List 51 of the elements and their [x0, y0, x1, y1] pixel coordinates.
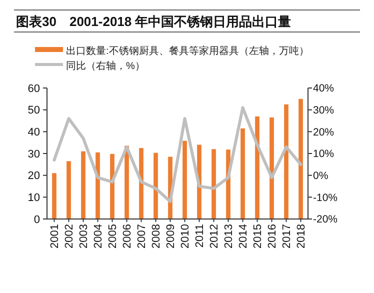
bar [255, 116, 260, 219]
bar [284, 104, 288, 219]
bar [139, 148, 144, 219]
bar [124, 146, 129, 219]
y2-tick-label: 10% [313, 148, 334, 160]
bar [182, 140, 187, 219]
y-tick-label: 60 [28, 82, 40, 95]
x-tick-label: 2016 [266, 224, 279, 248]
y2-tick-label: -10% [313, 192, 338, 204]
y2-tick-label: 20% [313, 126, 334, 138]
y2-tick-label: 30% [313, 104, 334, 117]
x-tick-label: 2018 [296, 224, 308, 248]
bar [52, 173, 56, 219]
y-tick-label: 20 [28, 170, 40, 182]
line-series [52, 106, 302, 204]
bar [110, 154, 114, 219]
bar [240, 128, 245, 219]
y2-tick-label: -20% [313, 214, 338, 226]
y-tick-label: 10 [28, 192, 40, 204]
x-tick-label: 2005 [107, 224, 120, 248]
bar [66, 161, 71, 219]
bar [270, 117, 274, 219]
x-tick-label: 2003 [78, 224, 90, 248]
y2-tick-label: 40% [313, 82, 334, 95]
y-tick-label: 40 [28, 126, 40, 139]
legend-label: 同比（右轴，%） [66, 60, 145, 72]
x-tick-label: 2001 [49, 224, 62, 248]
x-tick-label: 2004 [92, 224, 105, 248]
y-tick-label: 30 [28, 148, 40, 160]
y2-tick-label: 0% [313, 170, 328, 182]
chart-title: 图表30 2001-2018 年中国不锈钢日用品出口量 [16, 14, 292, 29]
x-tick-label: 2015 [252, 224, 264, 248]
x-tick-label: 2006 [122, 224, 134, 248]
x-tick-label: 2014 [238, 224, 250, 248]
x-tick-label: 2007 [136, 224, 148, 248]
y-tick-label: 0 [34, 214, 40, 226]
x-tick-label: 2010 [180, 224, 192, 248]
bar [212, 149, 216, 219]
bar [154, 152, 158, 219]
x-tick-label: 2009 [165, 224, 178, 248]
bar [96, 152, 100, 219]
x-tick-label: 2013 [223, 224, 236, 248]
x-tick-label: 2002 [64, 224, 76, 248]
x-tick-label: 2008 [150, 224, 163, 248]
bar [81, 151, 86, 219]
legend-label: 出口数量:不锈钢厨具、餐具等家用器具（左轴，万吨） [66, 45, 309, 57]
x-tick-label: 2017 [281, 224, 294, 248]
x-tick-label: 2011 [194, 224, 206, 248]
bar [298, 98, 303, 219]
y-tick-label: 50 [28, 104, 40, 117]
x-tick-label: 2012 [208, 224, 221, 248]
